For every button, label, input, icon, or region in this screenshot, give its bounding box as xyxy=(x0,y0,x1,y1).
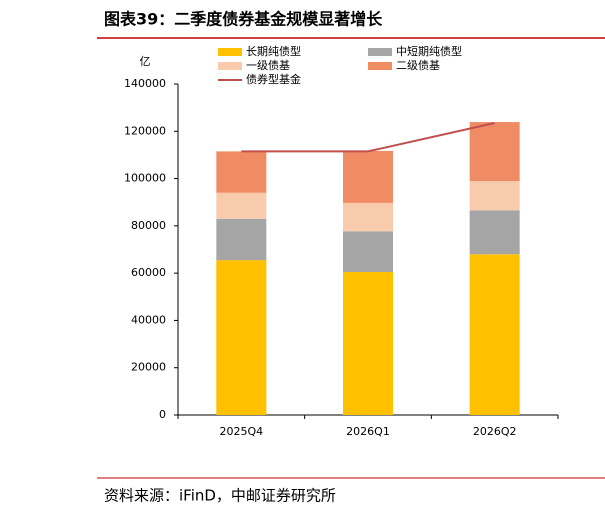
legend-swatch xyxy=(368,62,392,70)
bar-segment xyxy=(343,231,393,272)
bar-segment xyxy=(469,181,520,211)
bar-segment xyxy=(343,202,393,232)
page-title: 图表39：二季度债券基金规模显著增长 xyxy=(104,10,383,29)
legend-label: 债券型基金 xyxy=(246,72,301,86)
y-tick-label: 140000 xyxy=(124,77,166,90)
bar-segment xyxy=(469,254,520,415)
x-tick-label: 2026Q2 xyxy=(473,425,517,438)
y-tick-label: 20000 xyxy=(131,361,166,374)
x-tick-label: 2026Q1 xyxy=(346,425,390,438)
bar-segment xyxy=(469,122,520,182)
legend-label: 中短期纯债型 xyxy=(396,44,462,58)
legend-swatch xyxy=(218,62,242,70)
y-axis-unit: 亿 xyxy=(140,55,151,68)
legend-label: 长期纯债型 xyxy=(246,44,301,58)
legend-label: 二级债基 xyxy=(396,58,440,72)
bar-segment xyxy=(343,150,393,203)
bar-segment xyxy=(216,192,267,219)
y-tick-label: 40000 xyxy=(131,313,166,326)
bar-segment xyxy=(216,151,267,193)
y-tick-label: 120000 xyxy=(124,124,166,137)
y-tick-label: 0 xyxy=(159,408,166,421)
bar-segment xyxy=(216,218,267,261)
legend-label: 一级债基 xyxy=(246,58,290,72)
y-tick-label: 60000 xyxy=(131,266,166,279)
source: 资料来源：iFinD，中邮证券研究所 xyxy=(104,487,336,505)
bar-segment xyxy=(469,210,520,255)
legend-swatch xyxy=(218,48,242,56)
y-tick-label: 80000 xyxy=(131,219,166,232)
x-tick-label: 2025Q4 xyxy=(220,425,264,438)
bar-segment xyxy=(216,260,267,415)
y-tick-label: 100000 xyxy=(124,172,166,185)
bar-segment xyxy=(343,271,393,415)
legend-swatch xyxy=(368,48,392,56)
line-series xyxy=(241,122,495,153)
